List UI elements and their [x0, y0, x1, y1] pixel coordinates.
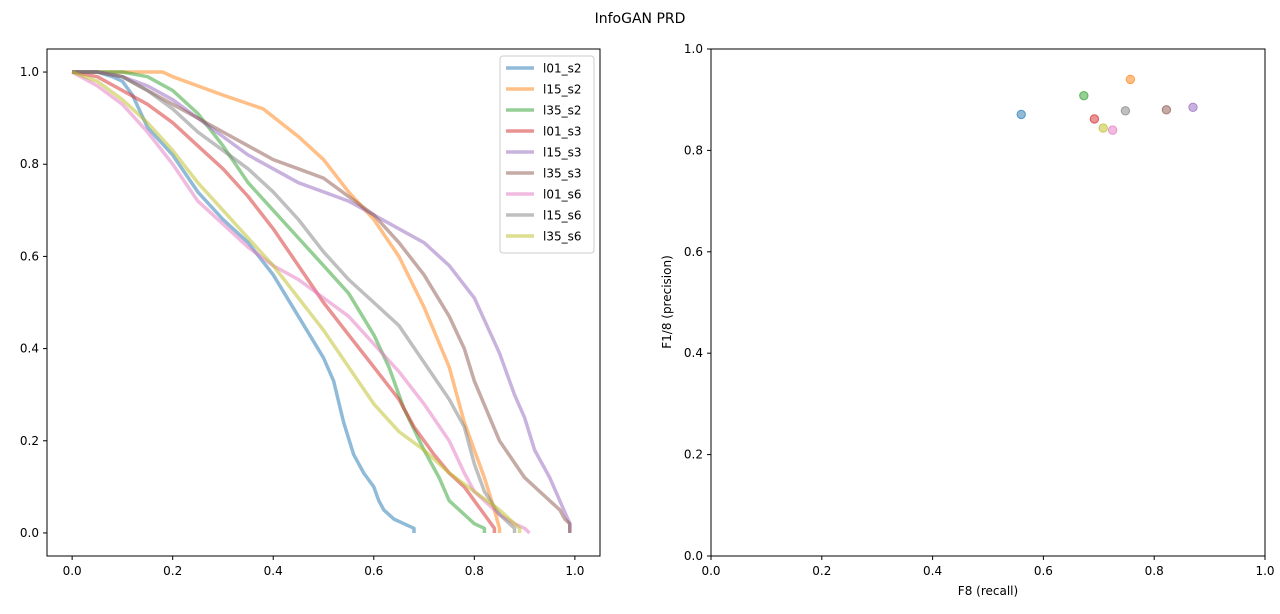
y-tick-label: 1.0 [20, 65, 39, 79]
legend-label: l15_s3 [543, 146, 582, 160]
left-axes-frame [46, 48, 601, 557]
scatter-point-l35-s2 [1079, 90, 1089, 101]
x-tick-label: 0.4 [264, 564, 283, 578]
scatter-point-l15-s6 [1120, 106, 1131, 116]
legend-label: l01_s2 [543, 62, 582, 76]
scatter-point-l15-s2 [1125, 74, 1136, 85]
f-score-scatter-plot: 0.0 0.2 0.4 0.6 0.8 1.0 0.0 0.2 0.4 0.6 0.8 1.0 F8 … [660, 42, 1275, 598]
x-tick-label: 1.0 [1255, 564, 1274, 578]
scatter-point-l15-s3 [1188, 102, 1198, 113]
y-tick-label: 0.6 [20, 249, 39, 263]
y-tick-label: 0.8 [20, 157, 39, 171]
scatter-point-l01-s2 [1016, 109, 1026, 120]
x-tick-label: 0.2 [163, 564, 182, 578]
legend-box [499, 55, 595, 254]
y-tick-label: 0.2 [20, 434, 39, 448]
x-tick-label: 0.2 [812, 564, 831, 578]
x-tick-label: 0.8 [465, 564, 484, 578]
legend-label: l15_s6 [543, 209, 582, 223]
series-line-l01-s6 [71, 70, 531, 535]
scatter-point-l35-s3 [1161, 105, 1172, 115]
legend: l01_s2 l15_s2 l35_s2 l01_s3 l15_s3 l35_s3 l01_… [499, 55, 595, 254]
series-line-l35-s2 [72, 70, 487, 533]
x-tick-label: 0.4 [923, 564, 942, 578]
y-tick-label: 0.6 [684, 245, 703, 259]
right-axis-ticks: 0.0 0.2 0.4 0.6 0.8 1.0 0.0 0.2 0.4 0.6 0.8 1.0 [684, 42, 1275, 578]
x-axis-label: F8 (recall) [958, 584, 1018, 598]
series-line-l35-s6 [71, 70, 522, 533]
series-line-l15-s3 [72, 70, 572, 533]
scatter-points [1016, 74, 1198, 135]
scatter-point-l01-s3 [1089, 114, 1100, 124]
x-tick-label: 0.0 [63, 564, 82, 578]
left-axis-ticks: 0.0 0.2 0.4 0.6 0.8 1.0 0.0 0.2 0.4 0.6 0.8 1.0 [20, 65, 585, 578]
legend-label: l01_s6 [543, 188, 582, 202]
y-tick-label: 1.0 [684, 42, 703, 56]
y-tick-label: 0.0 [20, 526, 39, 540]
series-line-l01-s3 [71, 70, 497, 533]
y-tick-label: 0.4 [684, 346, 703, 360]
scatter-point-l35-s6 [1098, 123, 1108, 133]
y-tick-label: 0.8 [684, 143, 703, 157]
curve-lines [71, 70, 572, 535]
figure-title: InfoGAN PRD [595, 11, 686, 27]
series-line-l01-s2 [72, 70, 416, 533]
series-line-l15-s2 [72, 70, 502, 533]
legend-label: l35_s3 [543, 167, 582, 181]
legend-label: l01_s3 [543, 125, 582, 139]
y-axis-label: F1/8 (precision) [660, 255, 674, 349]
prd-curves-plot: 0.0 0.2 0.4 0.6 0.8 1.0 0.0 0.2 0.4 0.6 0.8 1.0 l01… [20, 48, 601, 578]
x-tick-label: 0.0 [701, 564, 720, 578]
x-tick-label: 0.6 [1034, 564, 1053, 578]
series-line-l35-s3 [72, 70, 572, 533]
legend-label: l15_s2 [543, 83, 582, 97]
legend-label: l35_s6 [543, 230, 582, 244]
scatter-point-l01-s6 [1107, 125, 1118, 135]
legend-label: l35_s2 [543, 104, 582, 118]
x-tick-label: 1.0 [565, 564, 584, 578]
y-tick-label: 0.0 [684, 549, 703, 563]
series-line-l15-s6 [72, 70, 517, 533]
right-axes-frame [710, 48, 1266, 557]
y-tick-label: 0.2 [684, 448, 703, 462]
y-tick-label: 0.4 [20, 342, 39, 356]
x-tick-label: 0.8 [1145, 564, 1164, 578]
x-tick-label: 0.6 [364, 564, 383, 578]
